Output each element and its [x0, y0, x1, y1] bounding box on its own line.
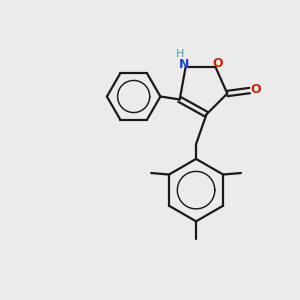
Text: N: N	[179, 58, 189, 71]
Text: H: H	[176, 49, 184, 59]
Text: O: O	[251, 83, 261, 97]
Text: O: O	[212, 57, 223, 70]
